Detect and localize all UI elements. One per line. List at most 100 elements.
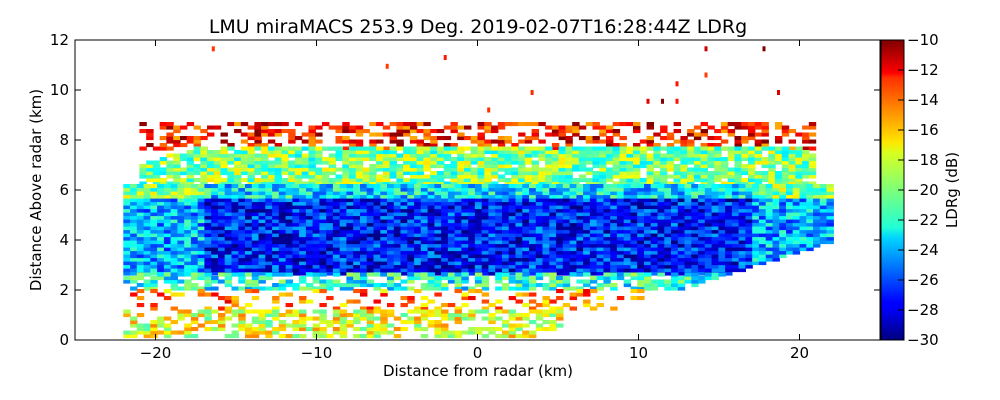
ldr-cell (748, 167, 756, 172)
ldr-cell (524, 150, 533, 155)
ldr-cell (245, 309, 253, 314)
ldr-cell (671, 205, 679, 210)
ldr-cell (366, 334, 375, 339)
ldr-cell (366, 309, 375, 314)
ldr-cell (184, 257, 192, 262)
ldr-cell (349, 146, 357, 151)
ldr-cell (355, 171, 364, 176)
ldr-cell (545, 132, 553, 137)
ldr-cell (436, 157, 445, 162)
ldr-cell (515, 334, 523, 339)
ldr-cell (684, 272, 692, 277)
ldr-cell (190, 283, 199, 288)
ldr-cell (272, 299, 280, 304)
ldr-cell (522, 205, 530, 210)
ldr-cell (461, 286, 469, 291)
ldr-cell (646, 174, 654, 179)
ldr-cell (220, 153, 228, 158)
ldr-cell (218, 316, 226, 321)
ldr-cell (691, 184, 699, 189)
ldr-cell (335, 174, 343, 179)
ldr-cell (143, 334, 151, 339)
ldr-cell (434, 233, 442, 238)
ldr-cell (677, 283, 686, 288)
ldr-cell (491, 139, 499, 144)
ldr-cell (254, 164, 262, 169)
ldr-cell (355, 146, 364, 151)
ldr-cell (218, 296, 226, 301)
ldr-cell (224, 240, 233, 245)
ldr-cell (136, 303, 145, 308)
ldr-cell (366, 201, 375, 206)
ldr-cell (765, 254, 774, 259)
ldr-cell (748, 157, 756, 162)
ldr-cell (234, 129, 242, 134)
ldr-cell (556, 257, 564, 262)
ldr-cell (315, 153, 323, 158)
ldr-cell (157, 191, 165, 196)
ldr-cell (644, 215, 652, 220)
ldr-cell (808, 139, 817, 144)
ldr-cell (802, 132, 810, 137)
ldr-cell (190, 313, 199, 318)
ldr-cell (272, 313, 280, 318)
ldr-cell (671, 283, 679, 288)
ldr-cell (765, 187, 774, 192)
ldr-cell (545, 181, 553, 186)
ldr-cell (589, 286, 598, 291)
ldr-cell (177, 309, 185, 314)
ldr-cell (734, 178, 742, 183)
ldr-cell (157, 184, 165, 189)
ldr-cell (294, 157, 303, 162)
ldr-cell (637, 276, 645, 281)
ldr-cell (353, 279, 361, 284)
ldr-cell (666, 136, 675, 141)
ldr-cell (234, 171, 242, 176)
ldr-cell (768, 167, 776, 172)
ldr-cell (400, 296, 408, 301)
ldr-cell (589, 208, 598, 213)
ldr-cell (123, 184, 131, 189)
ldr-cell (596, 250, 604, 255)
ldr-cell (630, 250, 638, 255)
ldr-cell (447, 229, 456, 234)
ldr-cell (495, 261, 503, 266)
ldr-cell (369, 143, 377, 148)
ldr-cell (481, 222, 490, 227)
ldr-cell (623, 205, 632, 210)
ldr-cell (761, 160, 769, 165)
ldr-cell (731, 229, 740, 234)
ldr-cell (150, 271, 158, 276)
ldr-cell (772, 243, 780, 248)
ldr-cell (447, 316, 456, 321)
ldr-cell (549, 257, 557, 262)
ldr-cell (251, 254, 260, 259)
ldr-cell (819, 233, 828, 238)
ldr-cell (454, 330, 462, 335)
ldr-cell (488, 247, 496, 252)
ldr-cell (301, 167, 310, 172)
ldr-cell (184, 309, 192, 314)
ldr-cell (626, 167, 634, 172)
ldr-cell (626, 164, 634, 169)
ldr-cell (373, 236, 381, 241)
ldr-cell (535, 272, 544, 277)
ldr-cell (653, 143, 661, 148)
ldr-cell (616, 236, 625, 241)
ldr-cell (671, 272, 679, 277)
ldr-cell (292, 254, 300, 259)
ldr-cell (748, 164, 756, 169)
ldr-cell (146, 129, 154, 134)
ldr-cell (299, 268, 307, 273)
ldr-cell (569, 208, 577, 213)
ldr-cell (491, 153, 499, 158)
ldr-cell (393, 226, 402, 231)
ldr-cell (224, 316, 233, 321)
ldr-cell (258, 215, 266, 220)
ldr-cell (285, 283, 293, 288)
ldr-cell (409, 174, 418, 179)
ldr-cell (481, 219, 490, 224)
ldr-cell (346, 191, 354, 196)
ldr-cell (299, 323, 307, 328)
ldr-cell (292, 236, 300, 241)
